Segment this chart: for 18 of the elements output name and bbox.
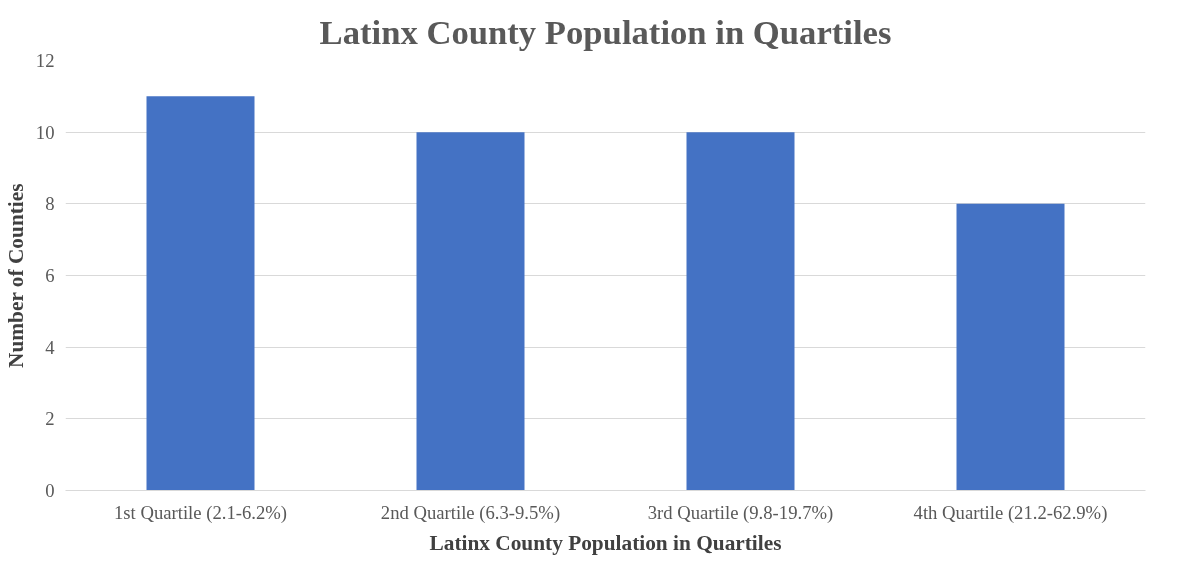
bar [146, 96, 255, 491]
y-tick-label: 12 [35, 50, 55, 71]
y-tick-label: 4 [45, 336, 56, 358]
bar [416, 132, 525, 491]
y-tick-label: 6 [45, 265, 55, 286]
y-axis-title: Number of Counties [3, 183, 28, 368]
chart-title: Latinx County Population in Quartiles [319, 12, 892, 51]
x-tick-label: 2nd Quartile (6.3-9.5%) [380, 501, 561, 524]
y-tick-label: 2 [45, 408, 55, 430]
y-tick-label: 10 [35, 121, 55, 143]
x-tick-label: 4th Quartile (21.2-62.9%) [913, 501, 1108, 524]
y-tick-label: 0 [45, 480, 55, 501]
bar [956, 203, 1065, 491]
bar [686, 132, 795, 491]
x-tick-label: 3rd Quartile (9.8-19.7%) [647, 501, 834, 524]
x-tick-label: 1st Quartile (2.1-6.2%) [113, 501, 288, 524]
y-tick-label: 8 [45, 193, 55, 215]
x-axis-title: Latinx County Population in Quartiles [429, 530, 782, 555]
